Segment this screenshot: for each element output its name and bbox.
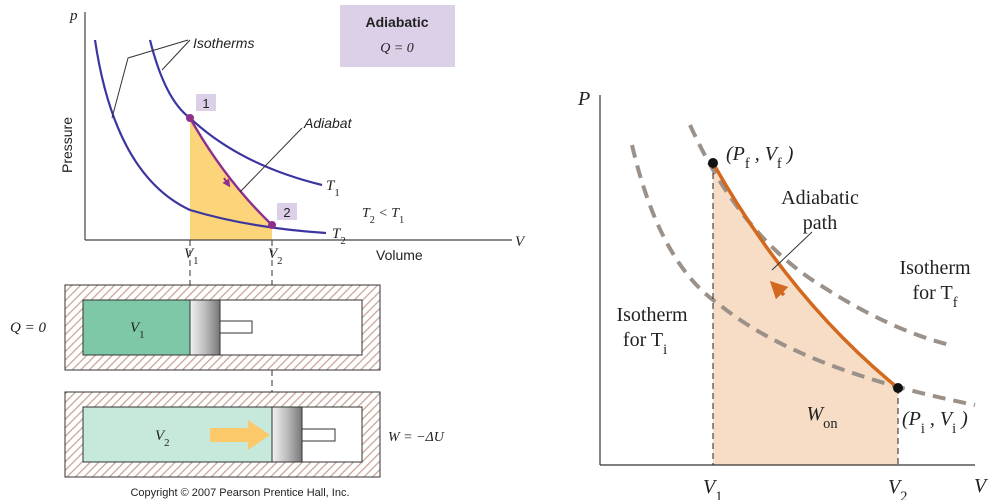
box-q: Q = 0	[380, 41, 414, 56]
path-label: Adiabatic	[781, 187, 859, 209]
point-1-label: 1	[202, 96, 209, 111]
work-label: W = −ΔU	[388, 430, 445, 445]
v2-label: V2	[268, 246, 283, 267]
label-part: for T	[623, 329, 663, 351]
subscript: 2	[277, 255, 282, 267]
pressure-label: Pressure	[59, 117, 75, 173]
piston	[190, 300, 220, 355]
volume-label: Volume	[376, 247, 423, 263]
t1-label: T1	[326, 178, 340, 199]
adiabat-label: Adiabat	[303, 115, 353, 131]
isotherm-ti-label: Isotherm	[616, 304, 688, 326]
isotherm-ti-label: for Ti	[623, 329, 667, 358]
figure: p V Pressure Volume Isotherms Adiabat Ad…	[0, 0, 991, 500]
subscript: 1	[193, 255, 198, 267]
page: {"left_panel":{ "p_axis":"p","v_axis":"V…	[0, 0, 991, 500]
v-axis-label: V	[974, 475, 989, 497]
p-axis-label: P	[577, 88, 590, 110]
label-part: , V	[925, 408, 955, 430]
label-part: (P	[902, 408, 921, 430]
final-point	[708, 158, 718, 168]
subscript: 1	[715, 489, 722, 500]
box-title: Adiabatic	[365, 14, 428, 30]
initial-state-label: (Pi , Vi )	[902, 408, 968, 437]
right-panel: P V (Pf , Vf ) Adiabatic path Isotherm f…	[577, 88, 989, 500]
subscript: on	[823, 416, 837, 432]
piston-rod	[220, 321, 252, 333]
subscript: 1	[334, 187, 339, 199]
point-2-label: 2	[283, 205, 290, 220]
t2-label: T2	[332, 226, 346, 247]
label-part: (P	[726, 143, 745, 165]
label-part: )	[782, 143, 794, 165]
isotherm-pointer	[128, 40, 188, 58]
label-part: )	[956, 408, 968, 430]
q-label: Q = 0	[10, 320, 46, 336]
subscript: 2	[340, 235, 345, 247]
v1-label: V1	[703, 476, 722, 500]
subscript: f	[953, 295, 958, 311]
isotherm-pointer	[112, 58, 128, 118]
label-part: < T	[375, 206, 400, 221]
isotherm-t1	[150, 40, 322, 185]
isotherm-tf-label: Isotherm	[899, 257, 971, 279]
subscript: 2	[900, 489, 907, 500]
isotherm-pointer	[162, 40, 190, 70]
copyright: Copyright © 2007 Pearson Prentice Hall, …	[130, 487, 349, 499]
p-axis-label: p	[69, 8, 78, 24]
subscript: 2	[164, 437, 169, 449]
final-state-label: (Pf , Vf )	[726, 143, 794, 172]
point-1	[186, 114, 194, 122]
subscript: i	[663, 342, 667, 358]
isotherm-tf-label: for Tf	[913, 282, 958, 311]
left-panel: p V Pressure Volume Isotherms Adiabat Ad…	[10, 5, 526, 499]
subscript: 1	[399, 215, 404, 226]
isotherms-label: Isotherms	[193, 35, 254, 51]
v2-label: V2	[888, 476, 907, 500]
label-part: for T	[913, 282, 953, 304]
v1-label: V1	[184, 246, 199, 267]
label-part: , V	[750, 143, 780, 165]
path-label: path	[803, 212, 837, 234]
v-axis-label: V	[515, 234, 526, 250]
point-2	[268, 221, 276, 229]
piston-rod	[302, 429, 335, 441]
relation-label: T2 < T1	[362, 206, 404, 226]
subscript: 1	[139, 329, 144, 341]
piston	[272, 407, 302, 462]
initial-point	[893, 383, 903, 393]
